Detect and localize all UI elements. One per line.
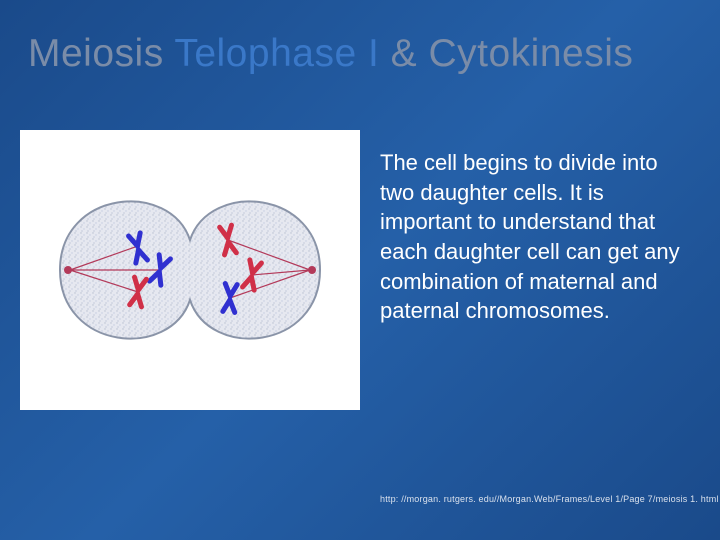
cell-diagram [20,130,360,410]
title-part-1: Meiosis [28,32,174,75]
citation-text: http: //morgan. rutgers. edu//Morgan.Web… [380,494,719,504]
content-row: The cell begins to divide into two daugh… [20,130,700,410]
centrosome-right [308,266,316,274]
title-accent: Telophase I [174,32,379,75]
title-part-2: & Cytokinesis [379,32,633,75]
body-text: The cell begins to divide into two daugh… [380,130,700,410]
centrosome-left [64,266,72,274]
slide-title: Meiosis Telophase I & Cytokinesis [28,32,633,76]
